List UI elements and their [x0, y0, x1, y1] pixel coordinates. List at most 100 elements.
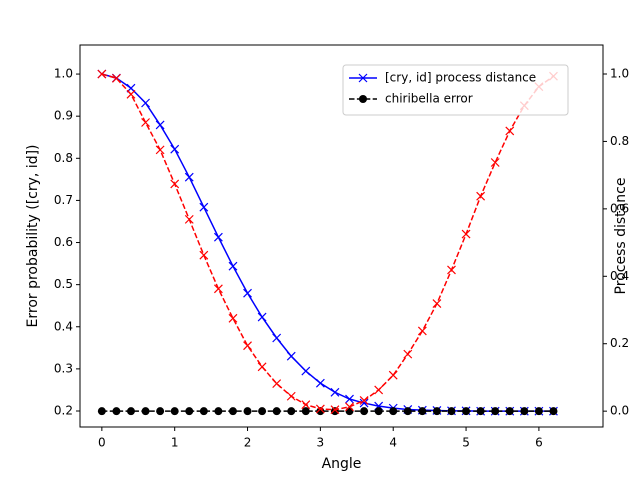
data-point [156, 407, 165, 416]
data-point [155, 145, 165, 155]
data-point [388, 370, 398, 380]
y-tick-label: 0.6 [54, 235, 73, 249]
x-tick-label: 2 [244, 436, 252, 450]
data-point [359, 396, 369, 405]
y2-tick-label: 0.6 [610, 201, 629, 215]
data-point [257, 362, 267, 372]
x-tick-label: 5 [462, 436, 470, 450]
legend-marker [358, 73, 368, 83]
data-point [301, 366, 311, 376]
data-point [126, 407, 135, 416]
data-point [126, 89, 136, 99]
data-point [199, 407, 208, 416]
data-point [272, 379, 282, 389]
y2-tick-label: 0.8 [610, 134, 629, 148]
data-point [315, 378, 325, 388]
data-point [141, 407, 150, 416]
x-tick-label: 3 [317, 436, 325, 450]
y-tick-label: 0.4 [54, 319, 73, 333]
data-point [549, 407, 558, 416]
data-point [534, 407, 543, 416]
y-tick-label: 0.9 [54, 109, 73, 123]
data-point [301, 407, 310, 416]
data-point [184, 172, 194, 182]
data-point [418, 407, 427, 416]
data-point [272, 407, 281, 416]
y-tick-label: 0.3 [54, 361, 73, 375]
data-point [214, 407, 223, 416]
data-point [287, 407, 296, 416]
plot-frame [79, 44, 604, 428]
series-line [101, 73, 554, 411]
data-point [155, 120, 165, 130]
data-point [432, 299, 442, 309]
data-point [462, 407, 471, 416]
data-point [213, 284, 223, 294]
data-point [141, 118, 150, 127]
data-point [491, 407, 500, 416]
x-tick-label: 1 [171, 436, 179, 450]
data-point [286, 351, 296, 361]
data-point [417, 326, 427, 336]
data-point [403, 349, 413, 359]
data-point [374, 385, 384, 395]
data-point [228, 261, 238, 271]
data-point [345, 402, 354, 412]
y-tick-label: 1.0 [54, 67, 73, 81]
data-point [359, 398, 369, 408]
data-point [257, 312, 267, 322]
data-point [243, 407, 252, 416]
data-point [199, 202, 209, 212]
data-point [345, 394, 354, 404]
data-point [345, 407, 354, 416]
data-point [97, 407, 106, 416]
legend-marker [359, 95, 367, 103]
x-axis-label: Angle [322, 456, 362, 472]
data-point [170, 407, 179, 416]
data-point [505, 126, 515, 136]
data-point [185, 407, 194, 416]
legend-box [342, 64, 569, 116]
legend: [cry, id] process distance chiribella err… [342, 64, 569, 116]
data-point [490, 158, 500, 167]
legend-label: [cry, id] process distance [385, 71, 536, 85]
y2-axis-label: Process distance [613, 178, 629, 295]
y-tick-label: 0.5 [54, 277, 73, 291]
data-point [184, 214, 194, 224]
data-point [301, 400, 311, 410]
data-point [272, 333, 282, 343]
data-point [374, 407, 383, 416]
data-point [141, 98, 150, 108]
data-point [447, 407, 456, 416]
data-point [447, 265, 456, 275]
data-point [476, 191, 486, 201]
data-point [170, 144, 180, 154]
legend-label: chiribella error [385, 92, 473, 106]
data-point [213, 232, 223, 242]
y-tick-label: 0.2 [54, 403, 73, 417]
data-point [461, 229, 471, 239]
data-point [315, 404, 325, 414]
y-tick-label: 0.7 [54, 193, 73, 207]
data-point [97, 69, 107, 79]
data-point [258, 407, 267, 416]
y2-tick-label: 1.0 [610, 66, 629, 80]
y2-tick-label: 0.4 [610, 269, 629, 283]
data-point [228, 313, 238, 323]
x-tick-label: 0 [98, 436, 106, 450]
data-point [389, 407, 398, 416]
data-point [170, 179, 180, 189]
data-point [243, 288, 252, 298]
data-point [243, 341, 252, 351]
data-point [199, 250, 209, 260]
data-point [330, 407, 339, 416]
data-point [330, 387, 340, 397]
data-point [520, 407, 529, 416]
data-point [111, 73, 121, 83]
y2-tick-label: 0.0 [610, 404, 629, 418]
x-tick-label: 4 [389, 436, 397, 450]
data-point [403, 407, 412, 416]
y2-tick-label: 0.2 [610, 336, 629, 350]
